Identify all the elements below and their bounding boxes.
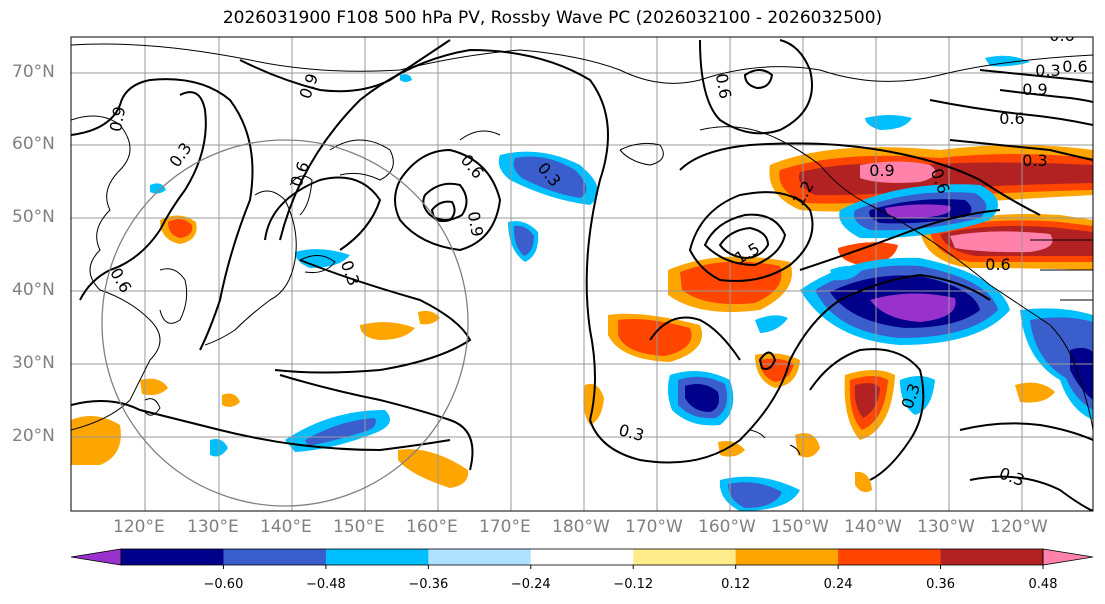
lon-label: 140°W	[844, 517, 902, 537]
contour-label: 0.6	[712, 72, 735, 100]
contour-label: 0.9	[464, 210, 487, 238]
colorbar-tick-label: −0.36	[408, 577, 449, 592]
colorbar-tick-label: −0.12	[613, 577, 654, 592]
contour-label: 0.6	[1049, 26, 1074, 45]
contour-label: 0.3	[997, 464, 1027, 491]
colorbar-extend-low	[70, 548, 122, 566]
lon-label: 150°W	[771, 517, 829, 537]
colorbar-segment	[735, 549, 839, 565]
pv-contours	[71, 39, 1093, 511]
colorbar-tick-label: 0.36	[926, 577, 956, 592]
colorbar-segment	[838, 549, 942, 565]
contour-label: 0.3	[1022, 151, 1047, 170]
lon-label: 160°E	[406, 517, 458, 537]
contour-label: 0.9	[1022, 80, 1047, 99]
lon-label: 170°W	[625, 517, 683, 537]
lon-label: 120°W	[990, 517, 1048, 537]
lon-label: 150°E	[333, 517, 385, 537]
lon-label: 160°W	[698, 517, 756, 537]
contour-label: 0.6	[999, 109, 1024, 128]
lon-label: 120°E	[113, 517, 165, 537]
colorbar	[70, 548, 1094, 569]
contour-labels: 0.90.90.30.6 0.60.30.60.30.90.60.30.60.90…	[106, 26, 1088, 491]
lat-label: 20°N	[12, 426, 55, 446]
colorbar-tick-label: −0.24	[510, 577, 551, 592]
contour-label: 0.6	[1062, 57, 1087, 76]
plot-border	[70, 36, 1094, 512]
highlight-circle	[101, 139, 469, 507]
colorbar-segment	[940, 549, 1044, 565]
colorbar-segment	[428, 549, 532, 565]
colorbar-segment	[325, 549, 429, 565]
lat-label: 30°N	[12, 353, 55, 373]
contour-label: 0.9	[296, 71, 323, 101]
contour-label: 0.9	[106, 105, 129, 133]
lat-label: 50°N	[12, 207, 55, 227]
shading-layer	[71, 55, 1093, 511]
lon-label: 170°E	[479, 517, 531, 537]
contour-label: 0.3	[617, 420, 647, 445]
contour-label: 0.9	[869, 161, 894, 180]
contour-label: 0.3	[337, 258, 364, 288]
lon-label: 180°W	[552, 517, 610, 537]
contour-label: 0.3	[1035, 61, 1060, 80]
lon-label: 130°E	[187, 517, 239, 537]
colorbar-segment	[121, 549, 224, 565]
lat-label: 60°N	[12, 134, 55, 154]
colorbar-tick-label: 0.48	[1028, 577, 1058, 592]
lon-label: 130°W	[917, 517, 975, 537]
map-title: 2026031900 F108 500 hPa PV, Rossby Wave …	[222, 8, 883, 28]
lon-label: 140°E	[260, 517, 312, 537]
colorbar-tick-label: −0.48	[305, 577, 346, 592]
colorbar-extend-high	[1042, 548, 1094, 566]
contour-label: 0.6	[985, 255, 1010, 274]
colorbar-segment	[633, 549, 737, 565]
colorbar-segment	[530, 549, 634, 565]
contour-label: 0.6	[457, 151, 488, 183]
coastlines	[71, 43, 1093, 456]
colorbar-tick-label: 0.24	[823, 577, 853, 592]
colorbar-tick-label: −0.60	[203, 577, 244, 592]
colorbar-tick-label: 0.12	[721, 577, 751, 592]
lat-label: 70°N	[12, 62, 55, 82]
colorbar-segment	[223, 549, 327, 565]
colorbar-outline	[120, 548, 1044, 566]
lat-label: 40°N	[12, 280, 55, 300]
